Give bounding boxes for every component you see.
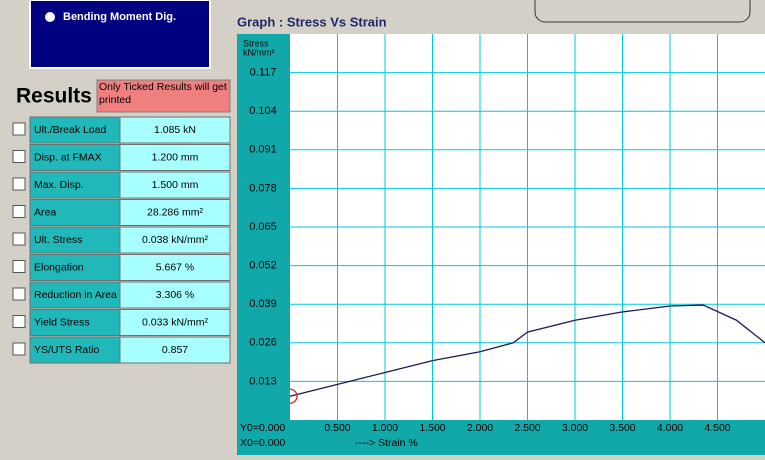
row-label: Reduction in Area [34,289,117,301]
x-axis-label: ----> Strain % [355,437,418,449]
x-tick-label: 1.500 [419,422,445,434]
row-value: 1.500 mm [152,179,199,191]
y-tick-label: 0.026 [249,337,277,349]
y-axis-label: Stress [243,38,269,48]
row-label-cell [29,199,121,226]
radio[interactable] [45,12,55,22]
x-tick-label: 4.500 [704,422,730,434]
button-label: Bending Moment Dig. [63,11,176,23]
row-value: 28.286 mm² [147,206,204,218]
row-value-cell [119,144,231,171]
x-tick-label: 2.000 [467,422,493,434]
data-line [289,304,765,397]
note-box [96,79,231,113]
frame [534,0,751,23]
row-value: 5.667 % [156,261,195,273]
row-label: YS/UTS Ratio [34,344,100,356]
row-value-cell [119,171,231,199]
origin-label: Y0=0.000 [240,422,285,434]
checkbox[interactable] [12,205,26,218]
results-label: Results : [16,85,105,108]
row-value: 1.085 kN [154,124,196,136]
checkbox[interactable] [12,122,26,136]
row-value: 3.306 % [156,289,195,301]
y-tick-label: 0.104 [249,105,277,117]
row-label: Disp. at FMAX [34,151,102,163]
row-label: Elongation [34,261,84,273]
row-label: Max. Disp. [34,179,84,191]
row-value-cell [119,336,231,364]
y-tick-label: 0.065 [249,221,277,233]
row-label: Yield Stress [34,316,90,328]
row-value-cell [119,116,231,144]
origin-label: X0=0.000 [240,437,285,449]
row-value: 1.200 mm [152,151,199,163]
y-tick-label: 0.039 [249,298,277,310]
row-value-cell [119,226,231,254]
checkbox[interactable] [12,150,26,163]
row-label-cell [29,254,121,281]
start-marker [289,388,298,404]
row-label-cell [29,336,121,364]
row-label-cell [29,309,121,336]
row-label-cell [29,281,121,309]
row-label: Ult. Stress [34,234,82,246]
x-axis-band [290,420,765,455]
checkbox[interactable] [12,260,26,273]
y-tick-label: 0.091 [249,144,277,156]
row-label-cell [29,226,121,254]
y-axis-band [237,34,290,455]
row-value-cell [119,281,231,309]
x-tick-label: 1.000 [372,422,398,434]
row-label-cell [29,171,121,199]
x-tick-label: 3.000 [562,422,588,434]
x-tick-label: 2.500 [514,422,540,434]
checkbox[interactable] [12,315,26,328]
row-value: 0.038 kN/mm² [142,234,208,246]
checkbox[interactable] [12,232,26,246]
note: Only Ticked Results will get printed [99,81,227,106]
row-value-cell [119,199,231,226]
row-label: Ult./Break Load [34,124,107,136]
checkbox[interactable] [12,177,26,191]
button[interactable] [29,0,211,69]
y-axis-label: kN/mm² [243,47,275,57]
x-tick-label: 4.000 [657,422,683,434]
checkbox[interactable] [12,287,26,301]
x-tick-label: 3.500 [609,422,635,434]
row-value: 0.857 [162,344,188,356]
chart-title: Graph : Stress Vs Strain [237,14,387,29]
checkbox[interactable] [12,342,26,356]
row-value-cell [119,309,231,336]
y-tick-label: 0.117 [250,67,277,79]
x-tick-label: 0.500 [324,422,350,434]
y-tick-label: 0.052 [249,260,277,272]
row-value: 0.033 kN/mm² [142,316,208,328]
row-label-cell [29,144,121,171]
row-value-cell [119,254,231,281]
note-text: Only Ticked Results will get printed [99,81,227,106]
row-label: Area [34,206,56,218]
y-tick-label: 0.013 [249,375,277,387]
row-label-cell [29,116,121,144]
y-tick-label: 0.078 [249,182,277,194]
